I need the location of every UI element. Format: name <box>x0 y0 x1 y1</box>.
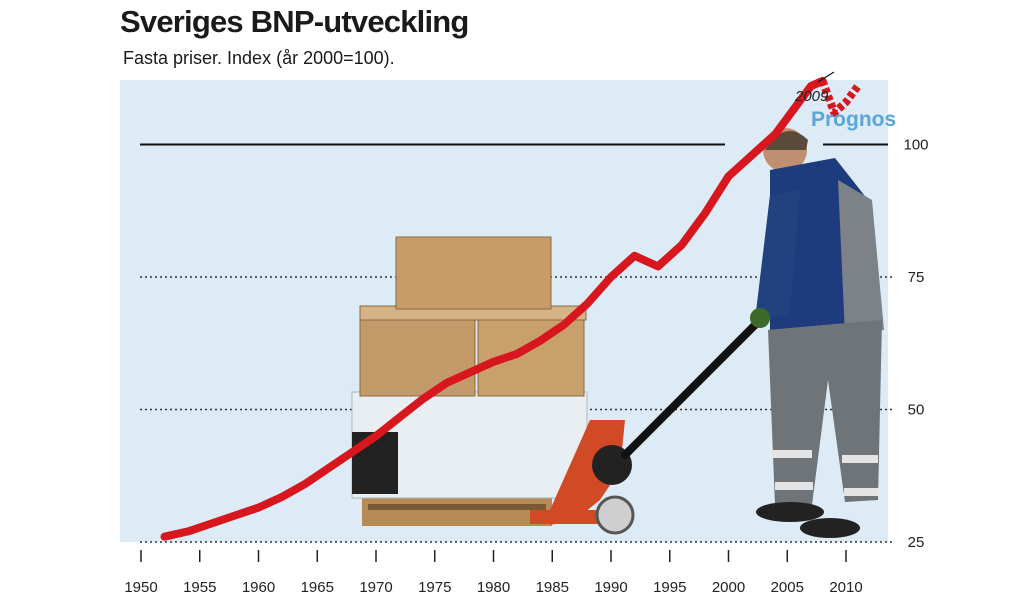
x-tick-label-1985: 1985 <box>536 579 569 596</box>
x-tick-label-2000: 2000 <box>712 579 745 596</box>
series-line-forecast <box>818 79 862 117</box>
annotations: 2009 Prognos <box>794 71 896 131</box>
x-tick-label-1980: 1980 <box>477 579 510 596</box>
series-layer <box>160 76 862 541</box>
annotation-prognos: Prognos <box>811 108 896 131</box>
chart-title: Sveriges BNP-utveckling <box>120 4 469 39</box>
x-tick-label-1950: 1950 <box>124 579 157 596</box>
y-tick-label-100: 100 <box>903 137 928 154</box>
tick-labels: 1950 1955 1960 1965 1970 1975 1980 1985 1990 1995… <box>124 137 928 597</box>
x-tick-label-1990: 1990 <box>594 579 627 596</box>
annotation-2009-leader <box>817 71 835 83</box>
x-tick-label-2005: 2005 <box>771 579 804 596</box>
series-line-gdp <box>160 76 827 541</box>
chart-subtitle: Fasta priser. Index (år 2000=100). <box>123 48 395 68</box>
x-tick-label-1970: 1970 <box>359 579 392 596</box>
x-tick-label-2010: 2010 <box>829 579 862 596</box>
annotation-2009: 2009 <box>794 88 829 105</box>
x-tick-label-1975: 1975 <box>418 579 451 596</box>
y-tick-label-75: 75 <box>908 269 925 286</box>
y-tick-label-25: 25 <box>908 534 925 551</box>
y-tick-label-50: 50 <box>908 402 925 419</box>
x-tick-label-1965: 1965 <box>301 579 334 596</box>
x-axis-ticks <box>140 550 847 562</box>
x-tick-label-1955: 1955 <box>183 579 216 596</box>
x-tick-label-1960: 1960 <box>242 579 275 596</box>
x-tick-label-1995: 1995 <box>653 579 686 596</box>
